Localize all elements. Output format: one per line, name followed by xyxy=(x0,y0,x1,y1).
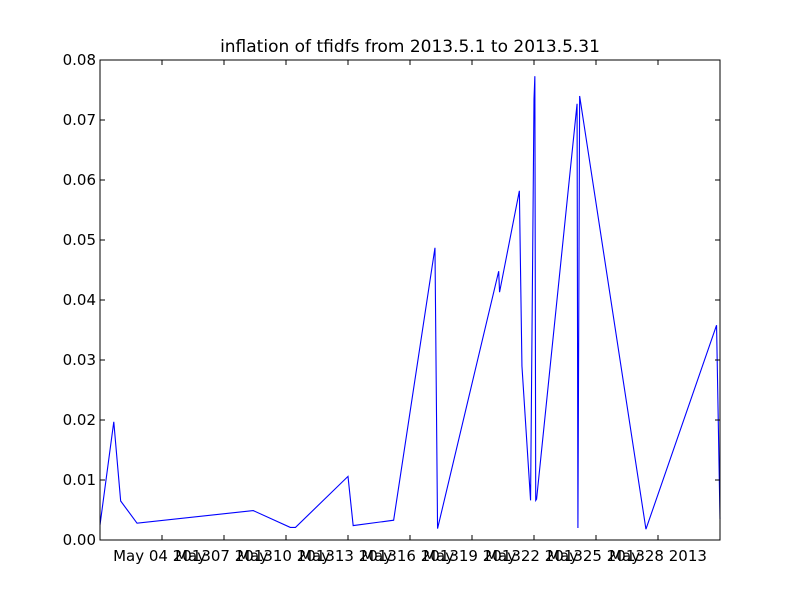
x-tick-label: May 28 2013 xyxy=(609,547,707,565)
x-tick-label: May 16 2013 xyxy=(361,547,459,565)
series-layer xyxy=(99,76,721,530)
tick-layer: 0.00 0.01 0.02 0.03 0.04 0.05 0.06 0.07 0.08 May … xyxy=(63,51,720,565)
plot-frame xyxy=(99,59,721,541)
x-tick-label: May 19 2013 xyxy=(423,547,521,565)
x-tick-label: May 04 2013 xyxy=(113,547,211,565)
x-tick-label: May 25 2013 xyxy=(547,547,645,565)
y-tick-label: 0.06 xyxy=(63,171,96,189)
x-tick-label: May 07 2013 xyxy=(175,547,273,565)
y-tick-label: 0.08 xyxy=(63,51,96,69)
y-tick-label: 0.03 xyxy=(63,351,96,369)
series-line-0 xyxy=(99,76,721,530)
x-tick-label: May 13 2013 xyxy=(299,547,397,565)
plot-area xyxy=(100,60,720,540)
x-tick-label: May 22 2013 xyxy=(485,547,583,565)
y-tick-label: 0.05 xyxy=(63,231,96,249)
y-tick-label: 0.02 xyxy=(63,411,96,429)
y-tick-label: 0.01 xyxy=(63,471,96,489)
y-tick-label: 0.04 xyxy=(63,291,96,309)
chart-title: inflation of tfidfs from 2013.5.1 to 201… xyxy=(220,37,600,57)
x-tick-label: May 10 2013 xyxy=(237,547,335,565)
y-tick-label: 0.07 xyxy=(63,111,96,129)
y-tick-label: 0.00 xyxy=(63,531,96,549)
